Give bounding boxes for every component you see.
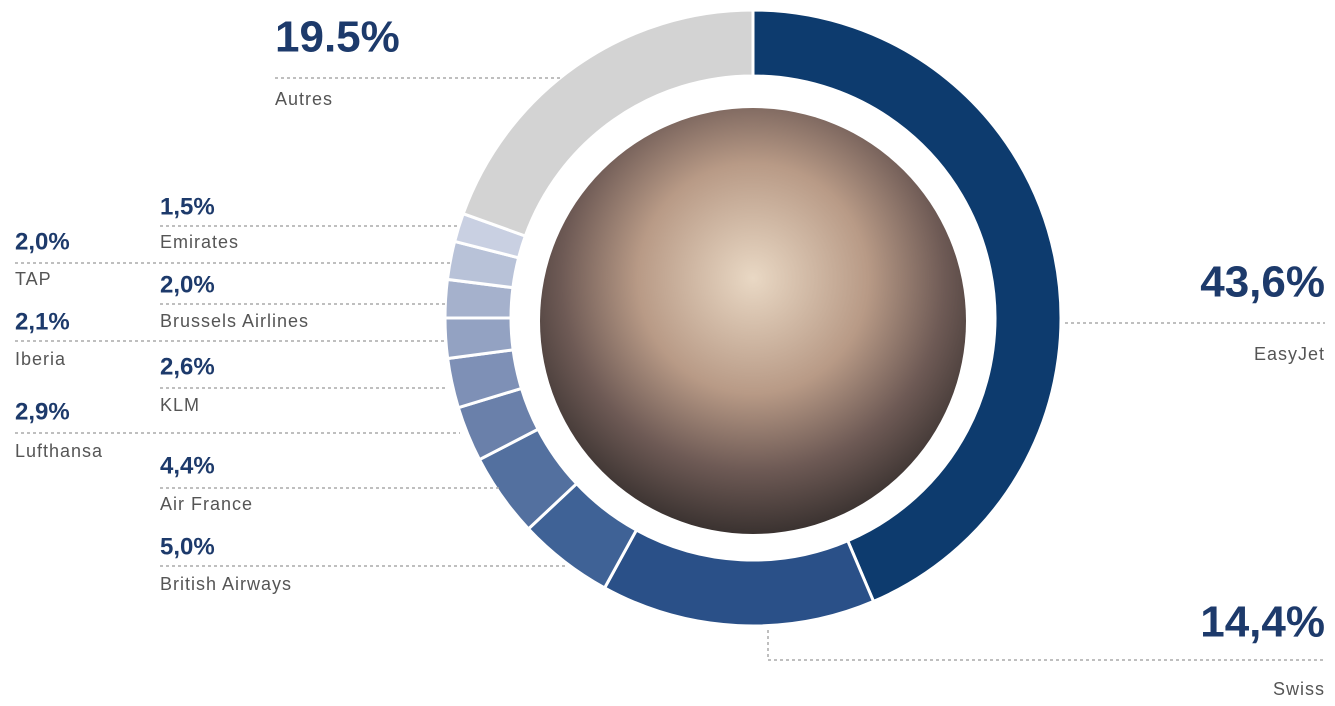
center-photo xyxy=(540,108,966,534)
category-label: Iberia xyxy=(15,349,66,369)
value-label: 4,4% xyxy=(160,452,215,479)
category-label: KLM xyxy=(160,395,200,415)
value-label: 2,6% xyxy=(160,353,215,380)
value-label: 2,9% xyxy=(15,398,70,425)
category-label: Air France xyxy=(160,494,253,514)
value-label: 43,6% xyxy=(1200,258,1325,307)
category-label: Emirates xyxy=(160,232,239,252)
leader-line xyxy=(767,630,1325,661)
donut-slice xyxy=(461,8,755,238)
category-label: TAP xyxy=(15,269,52,289)
donut-slice xyxy=(443,316,515,361)
value-label: 1,5% xyxy=(160,193,215,220)
value-label: 2,0% xyxy=(160,271,215,298)
value-label: 5,0% xyxy=(160,533,215,560)
donut-slice xyxy=(751,8,1063,604)
category-label: Swiss xyxy=(1273,679,1325,699)
category-label: Autres xyxy=(275,89,333,109)
value-label: 2,1% xyxy=(15,308,70,335)
category-label: Brussels Airlines xyxy=(160,311,309,331)
category-label: British Airways xyxy=(160,574,292,594)
category-label: EasyJet xyxy=(1254,344,1325,364)
donut-slice xyxy=(602,528,876,628)
category-label: Lufthansa xyxy=(15,441,103,461)
value-label: 19.5% xyxy=(275,13,400,62)
value-label: 14,4% xyxy=(1200,598,1325,647)
value-label: 2,0% xyxy=(15,228,70,255)
